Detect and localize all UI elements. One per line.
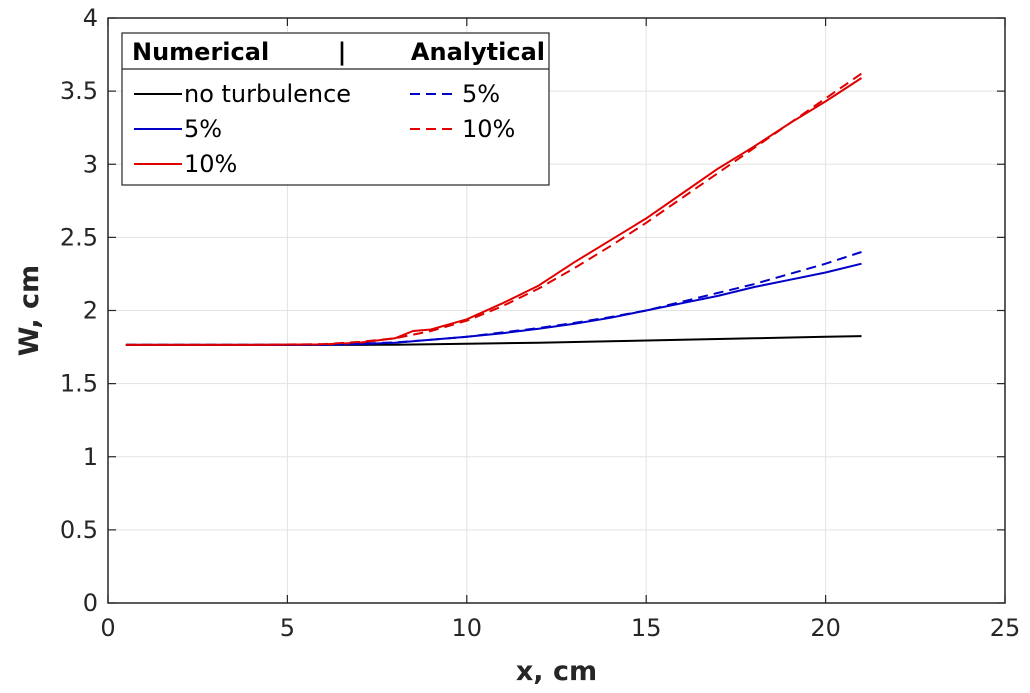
axis-ticks: 0 5 10 15 20 25 0 0.5 1 1.5 2 2.5 3 3.5 4 (60, 4, 1020, 642)
legend-label: no turbulence (184, 80, 351, 108)
y-tick-label: 1.5 (60, 370, 98, 398)
x-tick-label: 20 (810, 614, 841, 642)
legend-header-analytical: Analytical (411, 38, 545, 66)
y-tick-label: 3.5 (60, 77, 98, 105)
series-line-analytical-5- (125, 251, 862, 346)
y-tick-label: 0 (83, 589, 98, 617)
legend-label: 5% (184, 115, 222, 143)
y-axis-label: W, cm (14, 265, 45, 356)
x-tick-label: 0 (100, 614, 115, 642)
y-tick-label: 2 (83, 297, 98, 325)
plot-lines (125, 72, 863, 346)
x-tick-label: 15 (631, 614, 662, 642)
legend-label: 5% (462, 80, 500, 108)
series-line-numerical-no-turbulence (125, 335, 862, 346)
legend-header-numerical: Numerical (132, 38, 269, 66)
legend-header-separator: | (338, 38, 347, 66)
y-tick-label: 0.5 (60, 516, 98, 544)
y-tick-label: 2.5 (60, 223, 98, 251)
series-line-numerical-10- (125, 77, 863, 346)
x-tick-label: 5 (280, 614, 295, 642)
y-tick-label: 4 (83, 4, 98, 32)
y-tick-label: 1 (83, 443, 98, 471)
legend-label: 10% (462, 115, 515, 143)
y-tick-label: 3 (83, 150, 98, 178)
legend-label: 10% (184, 150, 237, 178)
legend: Numerical | Analytical no turbulence 5% 10… (121, 32, 550, 186)
x-tick-label: 25 (990, 614, 1021, 642)
series-line-analytical-10- (125, 72, 863, 346)
x-axis-label: x, cm (516, 656, 597, 687)
x-tick-label: 10 (452, 614, 483, 642)
legend-box (121, 32, 550, 186)
